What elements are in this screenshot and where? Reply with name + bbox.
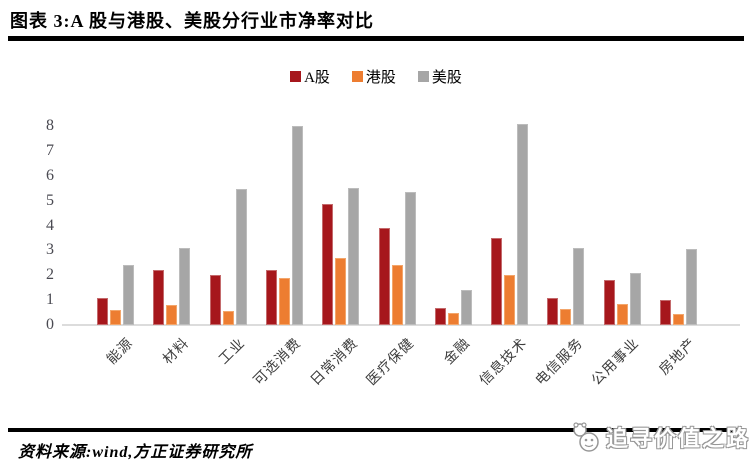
bar-a-share-4 xyxy=(322,204,334,325)
bar-hk-stock-10 xyxy=(673,314,684,325)
watermark: 追寻价值之路 xyxy=(570,418,750,456)
y-tick-5: 5 xyxy=(46,191,54,209)
bar-group-3 xyxy=(265,123,303,325)
bar-group-0 xyxy=(97,123,134,325)
bar-us-stock-7 xyxy=(517,124,529,325)
title-divider xyxy=(8,36,744,41)
bar-hk-stock-3 xyxy=(278,278,290,325)
legend-item-hk-stock: 港股 xyxy=(351,66,396,87)
bar-us-stock-0 xyxy=(123,265,134,325)
bar-group-4 xyxy=(322,123,360,325)
bar-hk-stock-1 xyxy=(166,305,178,325)
bar-hk-stock-9 xyxy=(616,304,628,325)
bar-hk-stock-6 xyxy=(447,313,459,325)
legend-label-a-share: A股 xyxy=(304,70,330,86)
legend-item-a-share: A股 xyxy=(290,66,330,87)
bar-a-share-6 xyxy=(434,308,446,325)
x-label-6: 金融 xyxy=(441,335,474,368)
x-label-0: 能源 xyxy=(104,335,136,368)
bar-group-9 xyxy=(603,123,641,325)
legend-label-us-stock: 美股 xyxy=(431,70,462,86)
legend-label-hk-stock: 港股 xyxy=(365,70,396,86)
bar-us-stock-1 xyxy=(179,248,191,325)
bar-group-7 xyxy=(491,123,529,325)
chart-title: 图表 3:A 股与港股、美股分行业市净率对比 xyxy=(10,11,374,31)
bar-group-5 xyxy=(378,123,416,325)
x-label-4: 日常消费 xyxy=(308,335,362,389)
bar-hk-stock-0 xyxy=(110,310,121,325)
bar-group-10 xyxy=(660,123,697,325)
bar-hk-stock-4 xyxy=(335,258,347,325)
bar-us-stock-5 xyxy=(404,192,416,325)
y-tick-4: 4 xyxy=(46,216,54,234)
y-tick-7: 7 xyxy=(46,141,54,159)
legend-swatch-a-share xyxy=(290,71,302,82)
bar-us-stock-10 xyxy=(686,249,697,325)
legend-swatch-hk-stock xyxy=(351,71,363,82)
bar-group-1 xyxy=(153,123,191,325)
x-axis-line xyxy=(62,324,740,326)
chart-legend: A股 港股 美股 xyxy=(0,66,752,87)
x-label-7: 信息技术 xyxy=(476,335,531,389)
bar-a-share-5 xyxy=(378,228,390,325)
bar-group-8 xyxy=(547,123,585,325)
bar-us-stock-9 xyxy=(629,273,641,325)
y-tick-2: 2 xyxy=(46,266,54,284)
bar-a-share-9 xyxy=(603,280,615,325)
chart-area: 8 7 6 5 4 3 2 1 0 能源 材料 工业 可选消费 日常消费 医疗保健 金融 信息技术 电信服务 公用… xyxy=(0,95,752,420)
bar-us-stock-2 xyxy=(235,189,247,325)
bar-us-stock-6 xyxy=(460,290,472,325)
bar-us-stock-8 xyxy=(573,248,585,325)
x-label-5: 医疗保健 xyxy=(364,335,418,389)
bar-a-share-1 xyxy=(153,270,165,325)
bar-hk-stock-5 xyxy=(391,265,403,325)
y-tick-1: 1 xyxy=(46,291,54,309)
bar-a-share-3 xyxy=(265,270,277,325)
bar-us-stock-4 xyxy=(348,188,360,325)
x-label-3: 可选消费 xyxy=(251,335,305,389)
bar-a-share-10 xyxy=(660,300,671,325)
y-tick-8: 8 xyxy=(46,117,54,134)
x-label-2: 工业 xyxy=(216,335,249,368)
bar-hk-stock-2 xyxy=(222,311,234,325)
y-tick-6: 6 xyxy=(46,166,54,184)
legend-swatch-us-stock xyxy=(417,71,429,82)
x-label-10: 房地产 xyxy=(656,335,699,379)
x-label-8: 电信服务 xyxy=(533,335,587,389)
y-tick-3: 3 xyxy=(46,241,54,259)
legend-item-us-stock: 美股 xyxy=(417,66,462,87)
bar-a-share-8 xyxy=(547,298,559,325)
bar-a-share-7 xyxy=(491,238,503,325)
x-label-9: 公用事业 xyxy=(589,335,643,389)
x-label-1: 材料 xyxy=(160,335,193,368)
panda-logo-icon xyxy=(573,422,599,452)
bar-us-stock-3 xyxy=(291,126,303,325)
bar-hk-stock-8 xyxy=(560,309,572,325)
bar-group-2 xyxy=(209,123,247,325)
footer-divider xyxy=(8,428,744,432)
bar-a-share-0 xyxy=(97,298,108,325)
bar-hk-stock-7 xyxy=(504,275,516,325)
watermark-text: 追寻价值之路 xyxy=(605,426,750,451)
bar-group-6 xyxy=(434,123,472,325)
bar-a-share-2 xyxy=(209,275,221,325)
y-tick-0: 0 xyxy=(46,316,54,333)
source-note: 资料来源:wind,方正证券研究所 xyxy=(18,444,253,461)
